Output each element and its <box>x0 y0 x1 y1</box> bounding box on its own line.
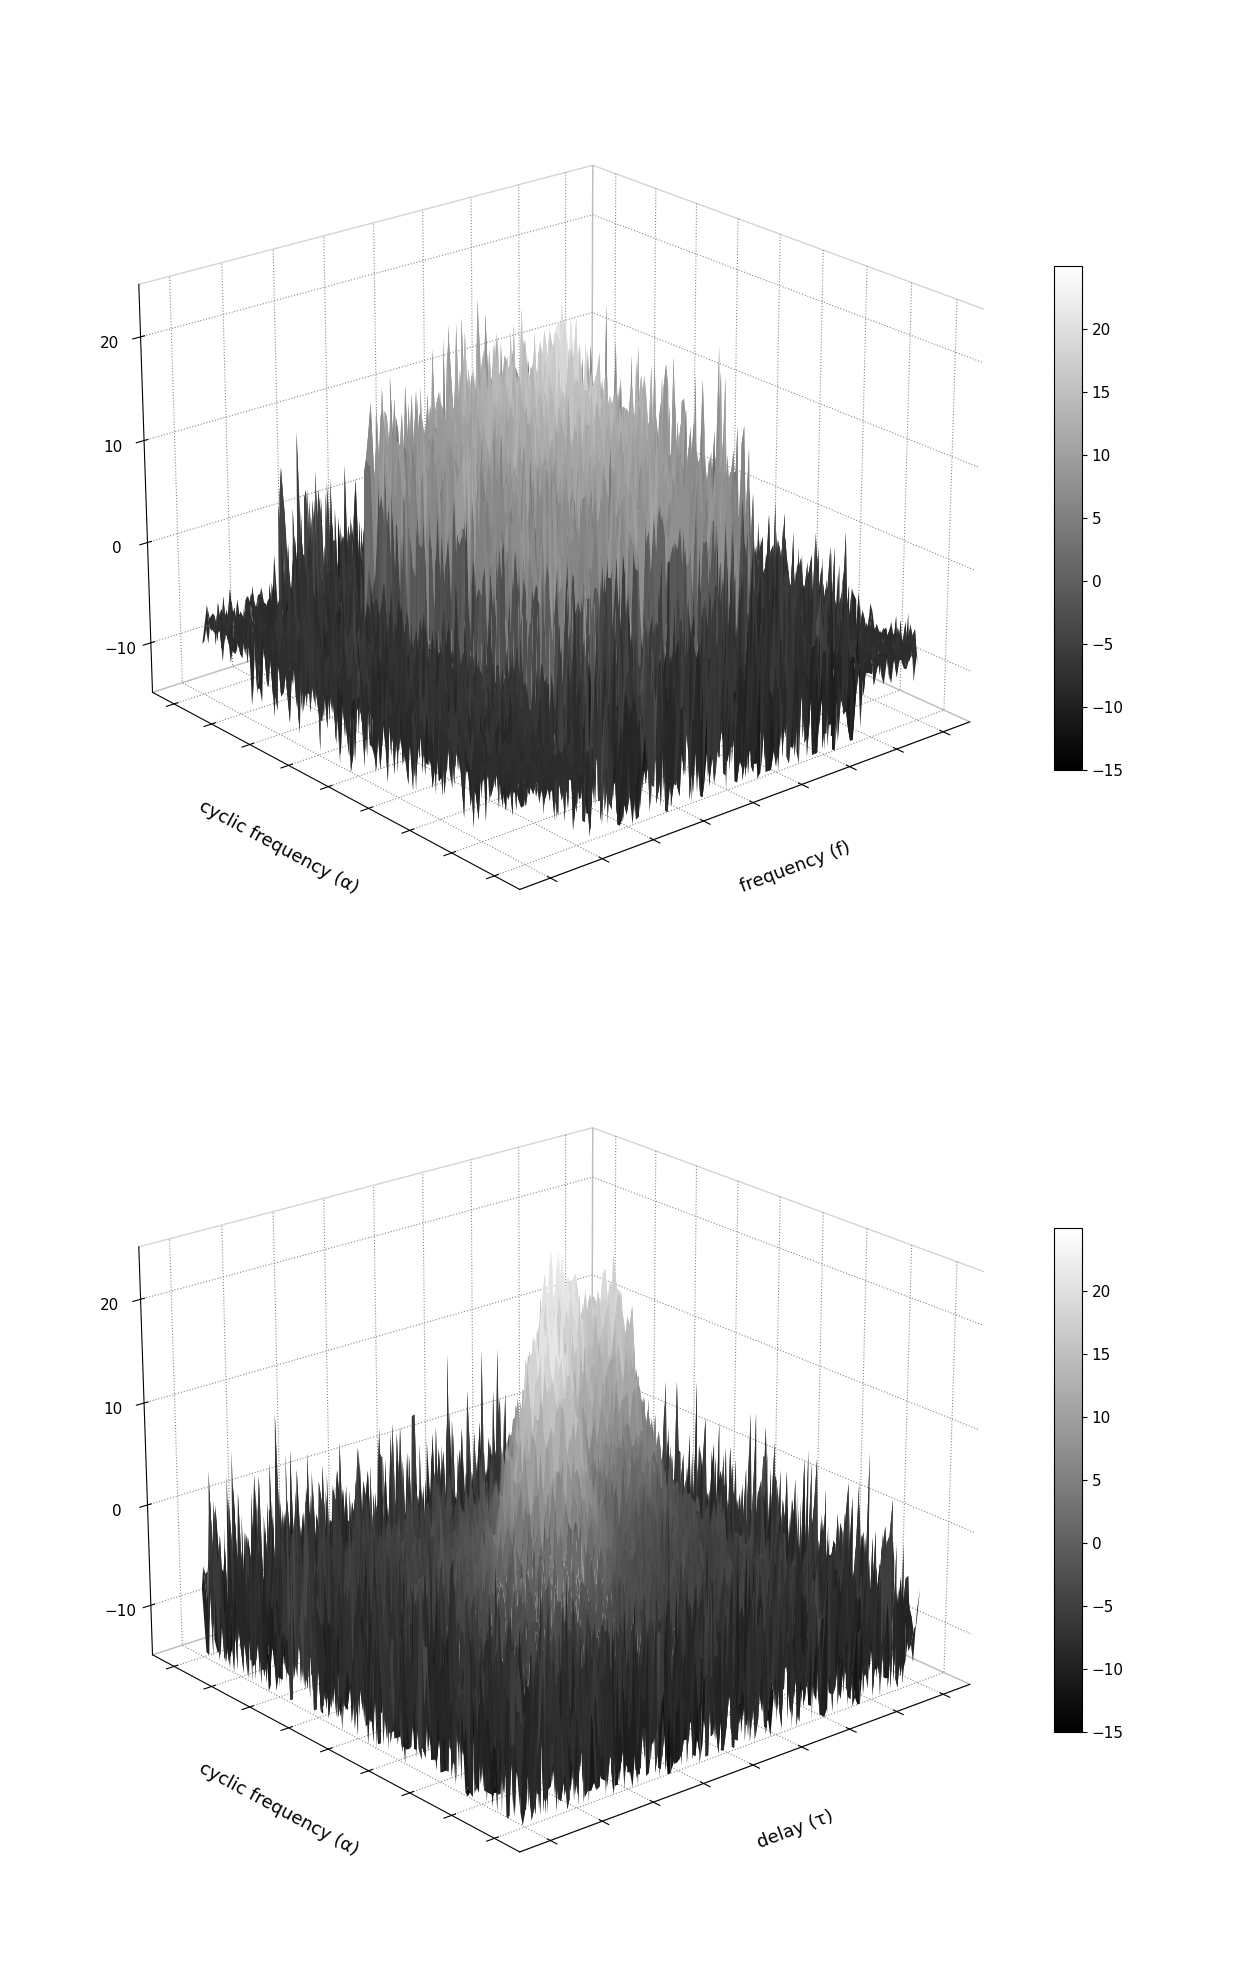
X-axis label: delay (τ): delay (τ) <box>754 1808 836 1851</box>
Y-axis label: cyclic frequency (α): cyclic frequency (α) <box>196 1758 362 1859</box>
Y-axis label: cyclic frequency (α): cyclic frequency (α) <box>196 797 362 896</box>
Text: FIG. 1C: FIG. 1C <box>417 1048 528 1078</box>
X-axis label: frequency (f): frequency (f) <box>738 839 853 896</box>
